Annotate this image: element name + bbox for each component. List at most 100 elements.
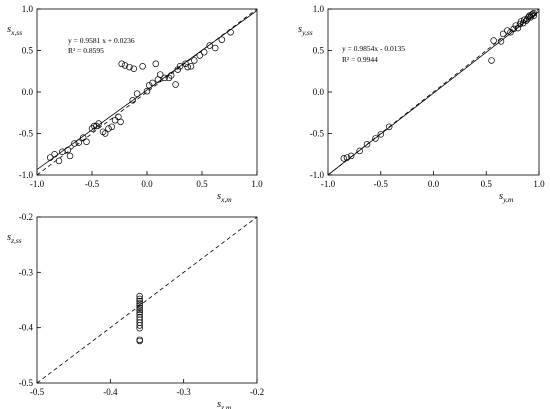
data-point	[136, 295, 143, 303]
x-axis-symbol: s	[217, 399, 221, 409]
data-point	[497, 38, 505, 45]
data-point	[200, 48, 208, 56]
x-tick-label: -0.4	[103, 387, 118, 397]
data-point	[514, 24, 522, 32]
data-point	[206, 42, 213, 49]
data-point	[363, 141, 371, 148]
data-point	[172, 81, 179, 88]
x-axis-subscript: x,m	[220, 195, 232, 204]
panel-z-scatter: -0.5 -0.4 -0.3 -0.2-0.5-0.4-0.3-0.2sz,msz,s…	[7, 212, 264, 409]
data-point	[343, 154, 351, 161]
y-axis-symbol: s	[7, 24, 11, 35]
x-tick-label: -0.3	[177, 387, 192, 397]
data-point	[121, 62, 129, 69]
data-point	[117, 118, 124, 126]
x-tick-label: 1.0	[533, 179, 545, 189]
data-point	[118, 60, 125, 68]
x-tick-label: -0.5	[374, 179, 389, 189]
regression-line	[328, 11, 539, 175]
data-point	[55, 157, 63, 165]
data-point	[167, 72, 175, 79]
data-point	[176, 63, 184, 70]
data-point	[136, 324, 143, 332]
y-tick-label: -0.5	[310, 129, 325, 139]
data-point	[64, 146, 72, 154]
y-axis-subscript: y,ss	[301, 28, 313, 37]
y-tick-label: 0.5	[313, 46, 325, 56]
y-tick-label: -0.4	[19, 323, 34, 333]
regression-equation: R² = 0.8595	[68, 46, 104, 55]
data-point	[136, 302, 143, 309]
data-point	[139, 63, 146, 70]
y-tick-label: -0.3	[19, 267, 34, 277]
data-point	[517, 18, 525, 25]
data-point	[340, 155, 348, 162]
data-point	[504, 27, 511, 34]
data-point	[196, 52, 204, 59]
data-point	[66, 152, 74, 160]
data-point	[218, 36, 226, 43]
data-point	[524, 15, 531, 23]
data-point	[145, 82, 153, 89]
data-point	[136, 297, 143, 305]
data-point	[174, 66, 182, 73]
y-axis-label: sy,ss	[298, 24, 313, 37]
data-point	[156, 71, 164, 78]
x-tick-label: 0.0	[141, 179, 153, 189]
data-point	[136, 308, 143, 316]
x-tick-label: -1.0	[321, 179, 336, 189]
data-point	[136, 300, 143, 307]
data-point	[377, 131, 385, 138]
data-point	[385, 123, 393, 131]
y-axis-symbol: s	[298, 24, 302, 35]
identity-line	[37, 217, 257, 383]
y-tick-label: -0.5	[19, 129, 34, 139]
data-point	[530, 12, 537, 19]
y-axis-subscript: x,ss	[10, 28, 22, 37]
x-tick-label: 0.0	[428, 179, 440, 189]
plot-frame	[36, 216, 258, 384]
x-tick-label: 1.0	[251, 179, 263, 189]
y-tick-label: -0.2	[19, 212, 33, 222]
y-axis-label: sz,ss	[7, 232, 22, 245]
data-point	[95, 120, 102, 127]
y-tick-label: 0.5	[22, 46, 34, 56]
data-point	[523, 17, 530, 24]
data-point	[111, 116, 119, 124]
x-tick-label: -1.0	[30, 179, 45, 189]
y-tick-label: -1.0	[19, 170, 34, 180]
data-point	[191, 57, 198, 64]
x-tick-label: -0.5	[85, 179, 100, 189]
data-point	[356, 147, 363, 155]
data-point	[71, 140, 78, 147]
data-point	[79, 134, 87, 141]
x-tick-label: -0.2	[250, 387, 264, 397]
data-point	[136, 304, 143, 311]
regression-line	[37, 10, 257, 170]
data-point	[211, 44, 219, 52]
y-axis-label: sx,ss	[7, 24, 22, 37]
data-point	[136, 306, 143, 314]
data-point	[136, 337, 143, 345]
data-point	[490, 37, 497, 44]
data-point	[108, 123, 116, 131]
data-point	[347, 152, 355, 160]
x-axis-label: sx,m	[217, 191, 232, 204]
data-point	[184, 63, 191, 71]
data-point	[99, 128, 107, 136]
data-point	[227, 28, 234, 36]
y-axis-subscript: z,ss	[10, 236, 22, 245]
identity-line	[37, 9, 257, 175]
panel-x-scatter: -1.0 -0.5 0.0 0.5 1.0 -1.0 -0.5 0.0 0.5 1.0 y = 0.…	[7, 4, 263, 204]
regression-equation: y = 0.9581 x + 0.0236	[68, 36, 135, 45]
data-point	[182, 60, 189, 68]
data-point	[136, 322, 143, 329]
x-tick-label: 0.5	[196, 179, 208, 189]
x-axis-symbol: s	[217, 191, 221, 202]
data-point	[101, 130, 109, 137]
data-point	[488, 57, 495, 64]
panel-y-scatter: -1.0 -0.5 0.0 0.5 1.0 -1.0 -0.5 0.0 0.5 1.0 y = 0.…	[298, 4, 545, 204]
data-point	[165, 74, 173, 82]
data-point	[143, 87, 151, 95]
